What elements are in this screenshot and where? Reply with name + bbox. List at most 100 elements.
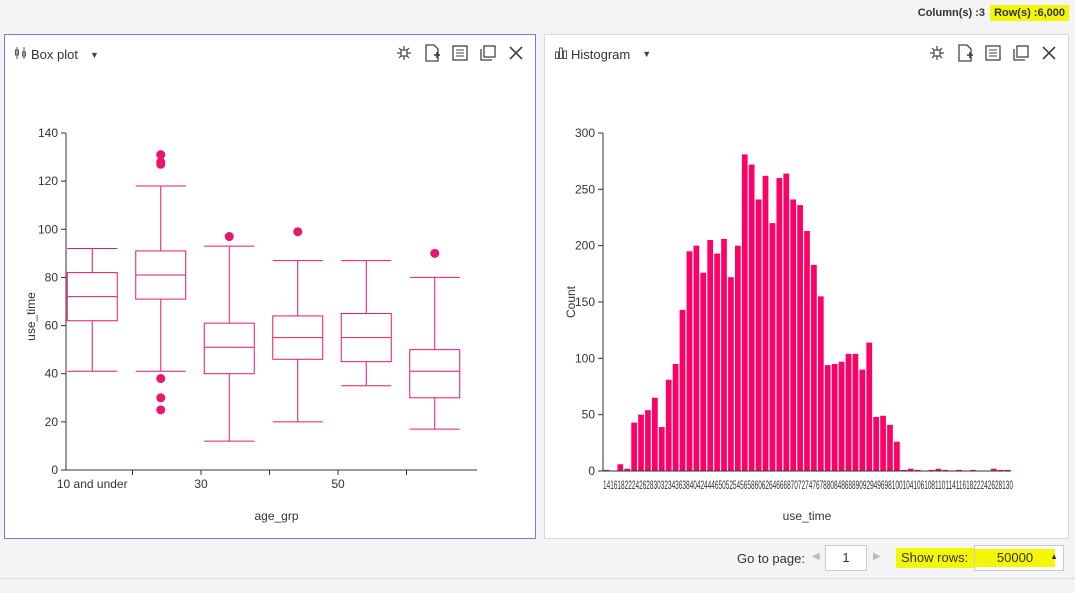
top-bar: Column(s) :3 Row(s) :6,000 — [0, 0, 1075, 28]
boxplot-panel: Box plot ▼ 0 20 40 60 80 100 120 140 10 and unde… — [4, 34, 536, 539]
y-tick-label: 0 — [588, 464, 595, 478]
histogram-bar — [880, 415, 886, 471]
boxplot-title-dropdown[interactable]: Box plot ▼ — [15, 46, 99, 63]
histogram-bar — [956, 469, 962, 471]
goto-page-label: Go to page: — [737, 551, 805, 566]
histogram-title-dropdown[interactable]: Histogram ▼ — [555, 46, 651, 62]
histogram-bar — [935, 468, 942, 471]
histogram-bar — [734, 245, 741, 471]
x-axis-title: use_time — [783, 509, 832, 523]
histogram-chart: 0 50 100 150 200 250 300 1416182224262830323436… — [564, 126, 1013, 523]
histogram-bar — [790, 199, 797, 471]
histogram-bar — [665, 379, 672, 471]
histogram-chart-icon — [555, 46, 567, 62]
x-axis-title: age_grp — [254, 509, 298, 523]
histogram-bar — [907, 468, 914, 471]
histogram-bar — [714, 253, 720, 471]
rows-per-page-value: 50000 — [975, 549, 1055, 567]
x-tick-label: 10 and under — [57, 477, 128, 491]
histogram-bar — [755, 199, 762, 471]
scatter-settings-icon[interactable] — [395, 44, 413, 62]
y-tick-label: 0 — [51, 463, 58, 477]
histogram-bar — [783, 173, 790, 471]
rows-per-page-select[interactable]: 50000 ▲ — [974, 545, 1064, 571]
histogram-bar — [797, 205, 803, 471]
outlier-point — [156, 157, 166, 167]
histogram-bar — [817, 296, 824, 471]
table-view-icon[interactable] — [451, 44, 469, 62]
histogram-bar — [679, 309, 686, 471]
y-tick-label: 50 — [582, 408, 596, 422]
outlier-point — [430, 248, 440, 258]
histogram-bar — [845, 353, 852, 471]
histogram-bar — [852, 353, 859, 471]
histogram-toolbar — [928, 44, 1058, 62]
histogram-bar — [900, 469, 907, 471]
close-icon[interactable] — [1040, 44, 1058, 62]
boxplot-title: Box plot — [31, 47, 78, 62]
histogram-bar — [672, 363, 679, 471]
histogram-bar — [1004, 469, 1011, 471]
histogram-bar — [728, 277, 734, 471]
add-document-icon[interactable] — [956, 44, 974, 62]
show-rows-label: Show rows: — [896, 548, 976, 568]
outlier-point — [156, 374, 166, 384]
histogram-bar — [769, 223, 776, 471]
histogram-bar — [887, 424, 893, 471]
y-tick-label: 100 — [575, 351, 595, 365]
y-tick-label: 140 — [38, 126, 58, 140]
histogram-bar — [693, 245, 700, 471]
histogram-bar — [804, 231, 810, 471]
histogram-bar — [652, 397, 658, 471]
outlier-point — [224, 232, 234, 242]
y-tick-label: 150 — [575, 295, 595, 309]
histogram-bar — [894, 441, 900, 471]
outlier-point — [156, 405, 166, 415]
histogram-bar — [942, 469, 949, 471]
caret-up-icon: ▲ — [1050, 552, 1058, 561]
histogram-bar — [741, 154, 748, 471]
duplicate-icon[interactable] — [479, 44, 497, 62]
histogram-bar — [914, 469, 921, 471]
histogram-bar — [990, 468, 997, 471]
histogram-bar — [762, 175, 769, 471]
histogram-bar — [824, 365, 831, 471]
close-icon[interactable] — [507, 44, 525, 62]
histogram-bar — [776, 178, 783, 472]
table-view-icon[interactable] — [984, 44, 1002, 62]
y-tick-label: 80 — [45, 270, 59, 284]
y-tick-label: 120 — [38, 174, 58, 188]
row-count: Row(s) :6,000 — [990, 5, 1069, 21]
histogram-bar — [997, 469, 1004, 471]
histogram-bar — [700, 272, 707, 471]
page-number-input[interactable]: 1 — [825, 545, 867, 571]
caret-down-icon: ▼ — [642, 49, 652, 59]
scatter-settings-icon[interactable] — [928, 44, 946, 62]
histogram-bar — [811, 264, 817, 471]
outlier-point — [156, 150, 166, 160]
prev-page-icon[interactable]: ◀ — [812, 551, 820, 562]
histogram-bar — [658, 427, 665, 471]
add-document-icon[interactable] — [423, 44, 441, 62]
y-tick-label: 200 — [575, 239, 595, 253]
y-tick-label: 250 — [575, 182, 595, 196]
duplicate-icon[interactable] — [1012, 44, 1030, 62]
box-iqr — [203, 322, 255, 375]
y-axis-title: Count — [564, 285, 578, 318]
y-axis-title: use_time — [24, 292, 38, 341]
histogram-bar — [624, 468, 631, 471]
histogram-bar — [838, 361, 845, 471]
column-count: Column(s) :3 — [917, 7, 985, 19]
histogram-panel: Histogram ▼ 0 50 100 150 200 250 300 1416182224… — [544, 34, 1069, 539]
histogram-bar — [748, 164, 755, 471]
footer-divider — [0, 578, 1075, 579]
caret-down-icon: ▼ — [89, 49, 99, 60]
histogram-bar — [686, 251, 693, 471]
x-tick-label: 30 — [194, 477, 208, 491]
next-page-icon[interactable]: ▶ — [873, 551, 881, 562]
histogram-bar — [721, 238, 727, 471]
histogram-bar — [638, 414, 644, 471]
histogram-bar — [859, 369, 866, 471]
histogram-title: Histogram — [571, 46, 631, 62]
histogram-bar — [603, 469, 610, 471]
